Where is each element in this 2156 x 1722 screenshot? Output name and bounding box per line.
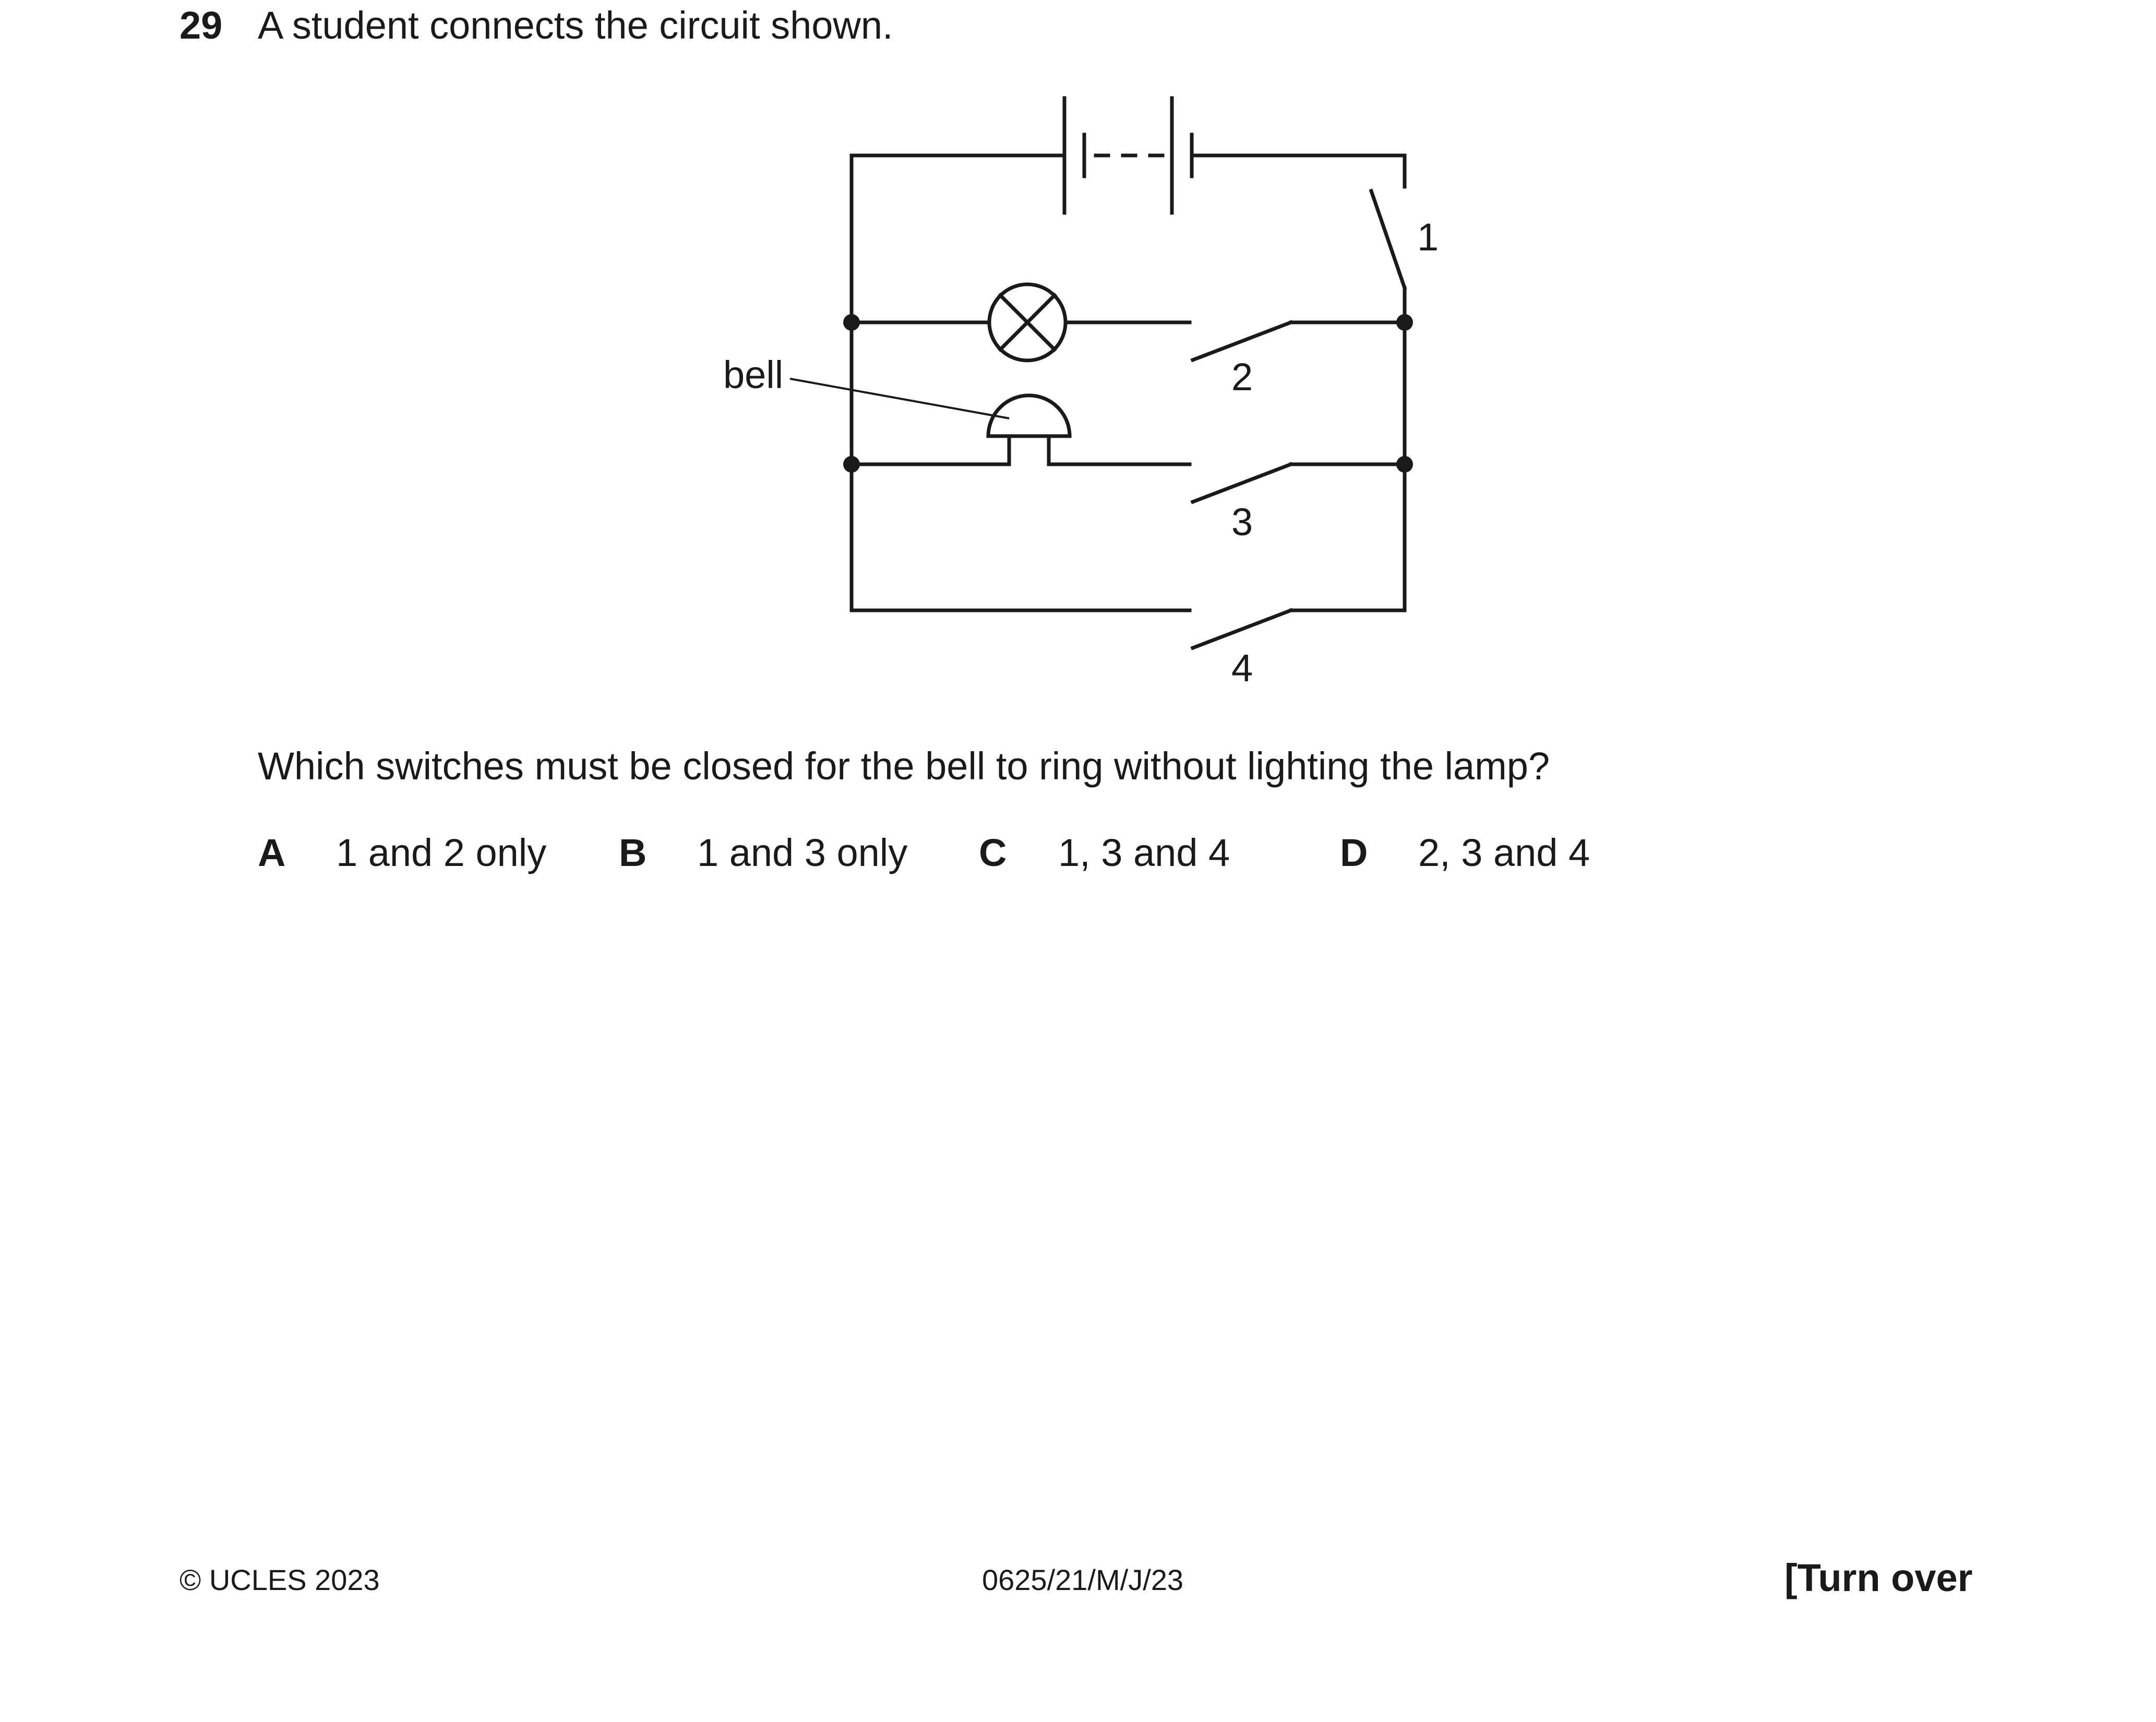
bell-leader-line xyxy=(789,378,1010,419)
footer-copyright: © UCLES 2023 xyxy=(179,1563,380,1596)
option-c-letter: C xyxy=(979,831,1007,874)
switch-3-blade xyxy=(1190,462,1293,504)
switch-3-label: 3 xyxy=(1231,500,1253,544)
option-d-text: 2, 3 and 4 xyxy=(1418,831,1590,874)
switch-1-blade xyxy=(1369,188,1407,291)
battery-symbol xyxy=(849,96,1407,215)
option-c-text: 1, 3 and 4 xyxy=(1058,831,1230,874)
junction-dot xyxy=(1396,456,1413,473)
lamp-symbol xyxy=(987,282,1068,363)
switch-2-label: 2 xyxy=(1231,355,1253,399)
option-a-text: 1 and 2 only xyxy=(336,831,547,874)
option-d-letter: D xyxy=(1340,831,1368,874)
switch-4-label: 4 xyxy=(1231,646,1253,690)
question-number: 29 xyxy=(179,4,223,47)
switch-1-label: 1 xyxy=(1417,215,1439,259)
switch-4-blade xyxy=(1190,608,1293,651)
question-text: A student connects the circuit shown. xyxy=(258,4,893,47)
footer-paper-code: 0625/21/M/J/23 xyxy=(982,1563,1184,1596)
switch-2-blade xyxy=(1190,320,1293,363)
junction-dot xyxy=(843,314,860,331)
footer-turn-over: [Turn over xyxy=(1784,1556,1973,1599)
option-b-letter: B xyxy=(619,831,647,874)
bell-label: bell xyxy=(723,353,783,396)
option-b-text: 1 and 3 only xyxy=(697,831,908,874)
option-a-letter: A xyxy=(258,831,286,874)
bell-symbol xyxy=(986,393,1072,466)
junction-dot xyxy=(843,456,860,473)
junction-dot xyxy=(1396,314,1413,331)
question-prompt: Which switches must be closed for the be… xyxy=(258,744,1550,788)
